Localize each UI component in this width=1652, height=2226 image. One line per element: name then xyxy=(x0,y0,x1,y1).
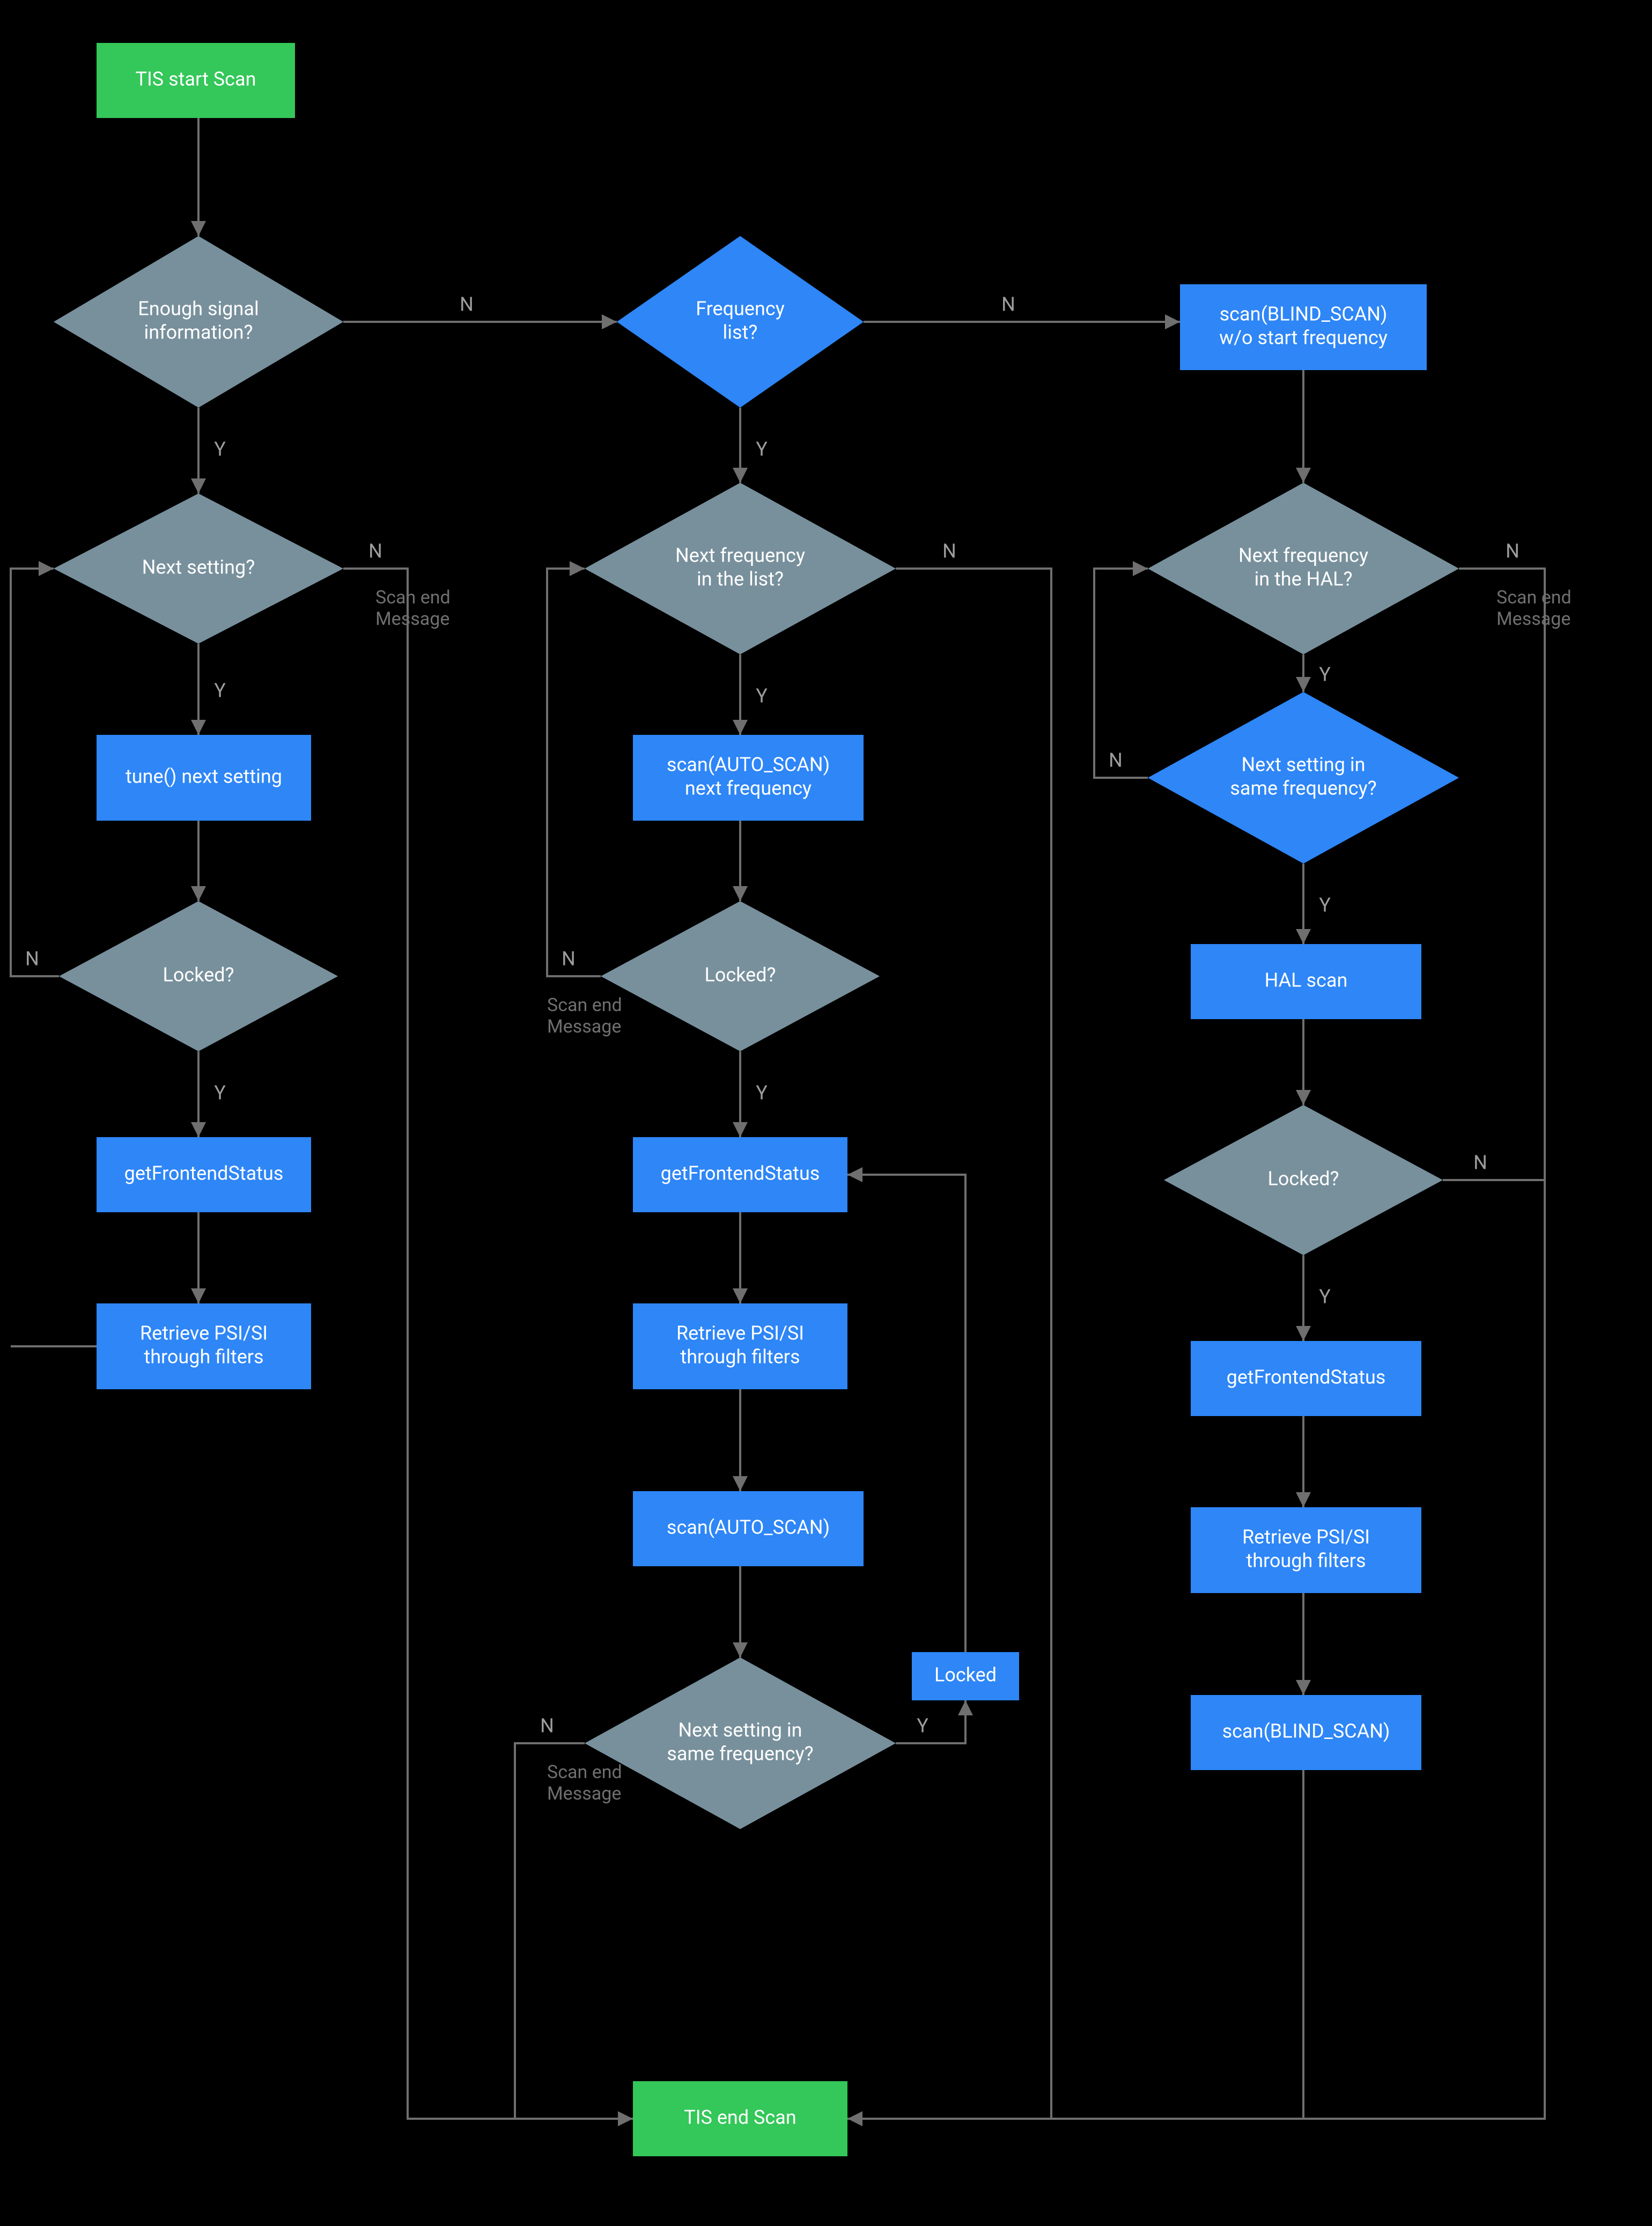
node-label: w/o start frequency xyxy=(1219,327,1388,349)
node-p_blind: scan(BLIND_SCAN)w/o start frequency xyxy=(1180,284,1427,370)
edge-note: Message xyxy=(1496,608,1570,630)
node-label: same frequency? xyxy=(667,1743,813,1765)
node-label: Frequency xyxy=(696,298,785,320)
node-label: through filters xyxy=(680,1346,800,1368)
node-p_halscan: HAL scan xyxy=(1191,944,1421,1019)
edge-label: Y xyxy=(1319,664,1331,686)
node-label: Next setting in xyxy=(678,1719,802,1742)
edge-note: Message xyxy=(547,1016,621,1037)
edge-note: Message xyxy=(375,608,449,630)
node-label: Locked? xyxy=(1267,1168,1339,1190)
edge-label: N xyxy=(460,293,474,316)
node-label: through filters xyxy=(144,1346,263,1368)
edge-label: Y xyxy=(756,1082,768,1104)
node-label: same frequency? xyxy=(1230,777,1376,800)
edge-note: Scan end xyxy=(1496,587,1572,608)
node-label: Retrieve PSI/SI xyxy=(676,1322,804,1345)
node-label: scan(AUTO_SCAN) xyxy=(667,754,830,776)
node-p_autoscan1: scan(AUTO_SCAN)next frequency xyxy=(633,735,864,821)
node-label: tune() next setting xyxy=(126,765,282,788)
edge-label: Y xyxy=(756,685,768,707)
node-p_blind2: scan(BLIND_SCAN) xyxy=(1191,1695,1421,1770)
edge-note: Scan end xyxy=(547,994,622,1016)
node-label: scan(BLIND_SCAN) xyxy=(1222,1720,1390,1743)
edge-label: Y xyxy=(917,1715,928,1737)
flowchart-canvas: NNYYNScan endMessageNNScan endMessageYYY… xyxy=(0,0,1652,2226)
node-label: through filters xyxy=(1246,1550,1366,1572)
node-label: Next setting? xyxy=(142,556,255,579)
edge-label: N xyxy=(540,1715,554,1737)
node-end: TIS end Scan xyxy=(633,2081,847,2156)
edge-label: N xyxy=(1001,293,1015,316)
edge-label: N xyxy=(942,540,956,563)
edge-label: N xyxy=(1473,1152,1487,1174)
node-label: TIS start Scan xyxy=(136,68,256,91)
edge-label: Y xyxy=(214,1082,226,1104)
node-label: getFrontendStatus xyxy=(1227,1366,1386,1389)
edge-label: N xyxy=(368,540,382,563)
node-label: Retrieve PSI/SI xyxy=(140,1322,268,1345)
node-p_gfs2: getFrontendStatus xyxy=(633,1137,847,1212)
node-label: TIS end Scan xyxy=(684,2106,796,2129)
node-label: Enough signal xyxy=(138,298,259,320)
edge-label: N xyxy=(1506,540,1520,563)
node-label: information? xyxy=(144,321,253,344)
node-label: Next frequency xyxy=(1238,544,1368,567)
edge-note: Message xyxy=(547,1783,621,1804)
edge-label: N xyxy=(1109,749,1123,772)
node-p_psi2: Retrieve PSI/SIthrough filters xyxy=(633,1303,847,1389)
node-p_psi1: Retrieve PSI/SIthrough filters xyxy=(97,1303,311,1389)
node-label: Locked? xyxy=(704,964,776,986)
edge-label: Y xyxy=(214,680,226,702)
node-label: Next setting in xyxy=(1242,754,1366,776)
node-label: Retrieve PSI/SI xyxy=(1242,1526,1370,1549)
edge-label: Y xyxy=(1319,894,1331,917)
node-p_gfs1: getFrontendStatus xyxy=(97,1137,311,1212)
edge-label: Y xyxy=(756,438,768,461)
node-label: Locked? xyxy=(163,964,234,986)
edge-label: N xyxy=(562,948,576,970)
node-label: Next frequency xyxy=(675,544,805,567)
node-label: scan(BLIND_SCAN) xyxy=(1220,303,1388,326)
node-label: next frequency xyxy=(685,777,812,800)
edge-label: N xyxy=(25,948,39,970)
node-p_gfs3: getFrontendStatus xyxy=(1191,1341,1421,1416)
edge-note: Scan end xyxy=(375,587,451,608)
node-label: getFrontendStatus xyxy=(661,1162,820,1185)
node-label: getFrontendStatus xyxy=(124,1162,284,1185)
node-p_autoscan2: scan(AUTO_SCAN) xyxy=(633,1491,864,1566)
edge-label: Y xyxy=(1319,1286,1331,1308)
node-label: HAL scan xyxy=(1265,969,1348,992)
node-label: Locked xyxy=(934,1664,997,1686)
node-label: scan(AUTO_SCAN) xyxy=(667,1516,830,1539)
node-label: in the HAL? xyxy=(1254,568,1352,591)
node-p_tune: tune() next setting xyxy=(97,735,311,821)
node-p_locked_lbl: Locked xyxy=(912,1652,1019,1700)
edge-label: Y xyxy=(214,438,226,461)
node-start: TIS start Scan xyxy=(97,43,295,118)
node-p_psi3: Retrieve PSI/SIthrough filters xyxy=(1191,1507,1421,1593)
node-label: in the list? xyxy=(697,568,784,591)
edge-note: Scan end xyxy=(547,1761,622,1783)
node-label: list? xyxy=(723,321,758,344)
